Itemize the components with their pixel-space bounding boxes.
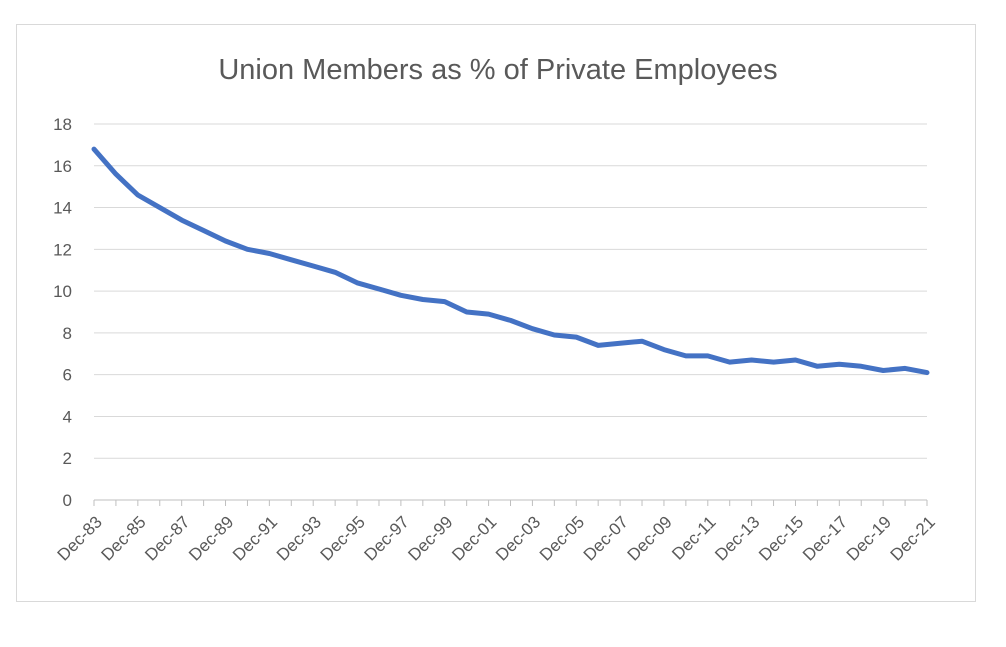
- x-tick-label: Dec-13: [711, 512, 763, 564]
- y-tick-label: 10: [53, 282, 72, 301]
- data-point: [640, 339, 645, 344]
- data-point: [530, 326, 535, 331]
- x-tick-label: Dec-03: [492, 512, 544, 564]
- x-tick-label: Dec-17: [799, 512, 851, 564]
- x-tick-label: Dec-91: [229, 512, 281, 564]
- data-point: [201, 228, 206, 233]
- data-point: [442, 299, 447, 304]
- x-tick-label: Dec-19: [843, 512, 895, 564]
- y-tick-label: 12: [53, 240, 72, 259]
- data-point: [683, 353, 688, 358]
- data-point: [596, 343, 601, 348]
- data-point: [486, 312, 491, 317]
- chart-title: Union Members as % of Private Employees: [218, 54, 777, 86]
- x-tick-label: Dec-85: [97, 512, 149, 564]
- x-tick-label: Dec-09: [624, 512, 676, 564]
- series-line-0: [91, 146, 930, 376]
- data-point: [267, 251, 272, 256]
- x-tick-label: Dec-15: [755, 512, 807, 564]
- data-point: [574, 335, 579, 340]
- data-point: [223, 238, 228, 243]
- data-point: [552, 332, 557, 337]
- x-tick-label: Dec-89: [185, 512, 237, 564]
- data-point: [749, 358, 754, 363]
- x-tick-label: Dec-99: [404, 512, 456, 564]
- y-tick-label: 0: [63, 491, 72, 510]
- y-tick-label: 18: [53, 115, 72, 134]
- y-tick-label: 4: [63, 407, 72, 426]
- data-point: [113, 172, 118, 177]
- data-point: [311, 264, 316, 269]
- data-point: [925, 370, 930, 375]
- x-tick-label: Dec-05: [536, 512, 588, 564]
- line-chart: Union Members as % of Private Employees …: [53, 54, 939, 565]
- x-tick-label: Dec-21: [887, 512, 939, 564]
- data-point: [837, 362, 842, 367]
- data-point: [179, 218, 184, 223]
- data-point: [92, 147, 97, 152]
- data-point: [771, 360, 776, 365]
- data-point: [289, 257, 294, 262]
- y-tick-label: 6: [63, 366, 72, 385]
- x-axis: [93, 499, 928, 506]
- y-tick-label: 2: [63, 449, 72, 468]
- x-tick-label: Dec-93: [273, 512, 325, 564]
- gridlines: [94, 123, 927, 459]
- data-point: [727, 360, 732, 365]
- data-point: [420, 297, 425, 302]
- series-layer: [91, 146, 930, 376]
- y-tick-label: 14: [53, 199, 72, 218]
- chart-frame: Union Members as % of Private Employees …: [16, 24, 976, 602]
- x-tick-label: Dec-01: [448, 512, 500, 564]
- data-point: [793, 358, 798, 363]
- data-point: [245, 247, 250, 252]
- data-point: [376, 287, 381, 292]
- data-point: [355, 280, 360, 285]
- data-point: [398, 293, 403, 298]
- data-point: [618, 341, 623, 346]
- y-tick-label: 16: [53, 157, 72, 176]
- data-point: [881, 368, 886, 373]
- x-tick-label: Dec-97: [361, 512, 413, 564]
- y-tick-label: 8: [63, 324, 72, 343]
- y-axis-ticks: 0 2 4 6 8 10 12 14 16 18: [53, 115, 72, 510]
- data-point: [705, 353, 710, 358]
- x-tick-label: Dec-11: [668, 512, 719, 563]
- data-point: [464, 310, 469, 315]
- x-tick-label: Dec-95: [317, 512, 369, 564]
- x-tick-label: Dec-83: [54, 512, 106, 564]
- data-point: [157, 205, 162, 210]
- data-point: [508, 318, 513, 323]
- data-point: [859, 364, 864, 369]
- x-tick-label: Dec-87: [141, 512, 193, 564]
- data-point: [135, 193, 140, 198]
- data-point: [333, 270, 338, 275]
- data-point: [903, 366, 908, 371]
- x-tick-label: Dec-07: [580, 512, 632, 564]
- x-axis-ticks: Dec-83Dec-85Dec-87Dec-89Dec-91Dec-93Dec-…: [54, 512, 939, 564]
- data-point: [815, 364, 820, 369]
- data-point: [661, 347, 666, 352]
